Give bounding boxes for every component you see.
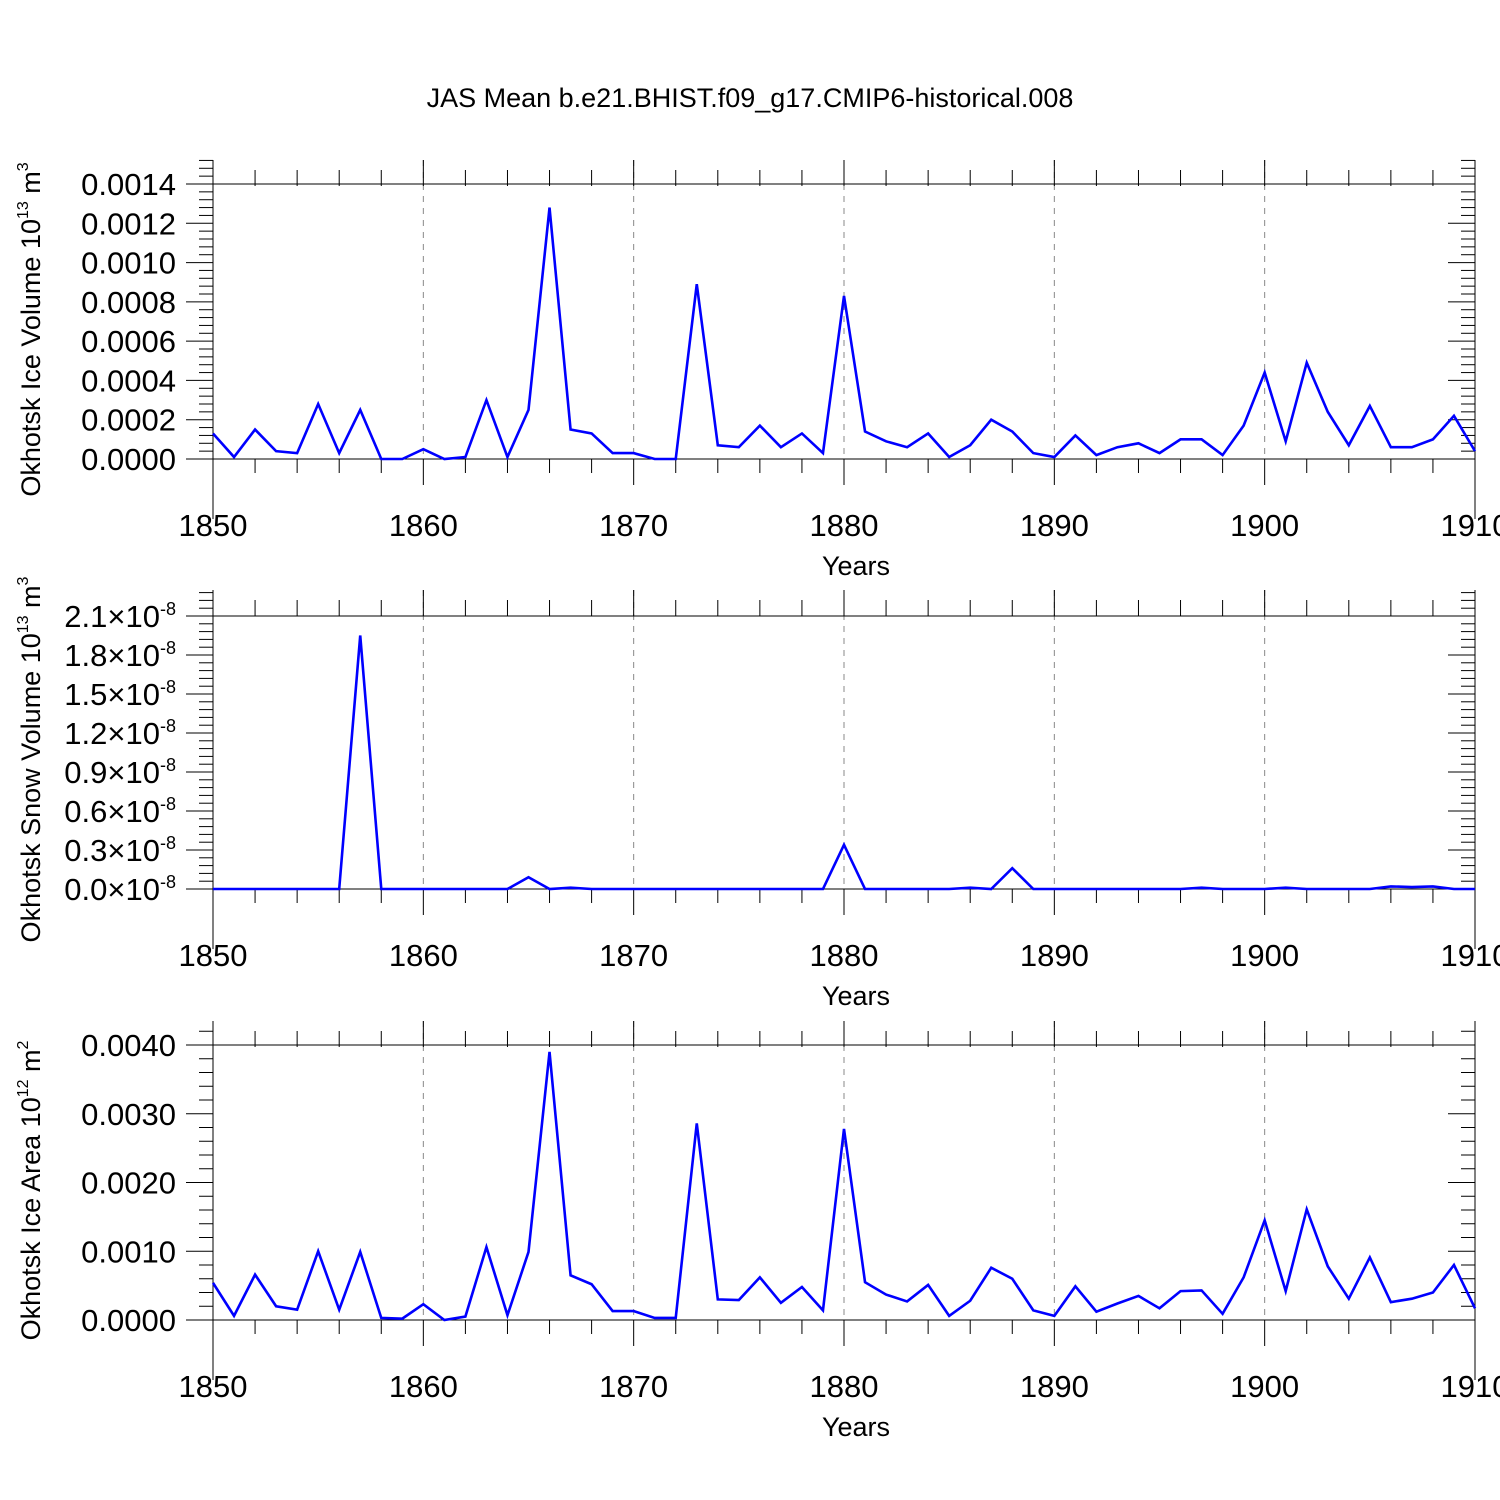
y-tick-label: 0.0014 [81, 167, 176, 202]
y-tick-label: 0.0010 [81, 1234, 176, 1269]
y-tick-label: 0.0008 [81, 285, 176, 320]
y-tick-label: 1.5×10-8 [64, 677, 176, 712]
x-tick-label: 1900 [1230, 508, 1299, 543]
y-tick-label: 0.0004 [81, 363, 176, 398]
x-tick-label: 1850 [179, 508, 248, 543]
chart-panel-1: 0.0000 0.0002 0.0004 0.0006 0.0008 0.0010 0.00… [15, 159, 1500, 581]
x-tick-label: 1890 [1020, 1369, 1089, 1404]
y-tick-label: 0.0×10-8 [64, 872, 176, 907]
chart-panel-3: 0.0000 0.0010 0.0020 0.0030 0.0040 1850 1860 18… [15, 1021, 1500, 1442]
y-tick-label: 2.1×10-8 [64, 599, 176, 634]
x-tick-label: 1870 [599, 508, 668, 543]
x-tick-label: 1880 [810, 508, 879, 543]
y-tick-label: 1.8×10-8 [64, 638, 176, 673]
x-tick-label: 1860 [389, 1369, 458, 1404]
x-tick-label: 1860 [389, 938, 458, 973]
y-axis-label: Okhotsk Ice Area 1012 m2 [15, 1040, 46, 1340]
y-tick-label: 0.3×10-8 [64, 833, 176, 868]
y-tick-label: 0.6×10-8 [64, 794, 176, 829]
x-tick-label: 1900 [1230, 1369, 1299, 1404]
x-tick-label: 1910 [1441, 508, 1500, 543]
y-tick-label: 0.0012 [81, 206, 176, 241]
x-axis-label: Years [822, 981, 890, 1011]
x-tick-label: 1850 [179, 938, 248, 973]
y-tick-label: 0.0040 [81, 1028, 176, 1063]
x-tick-label: 1850 [179, 1369, 248, 1404]
series-line [213, 635, 1475, 891]
x-tick-label: 1910 [1441, 938, 1500, 973]
x-tick-label: 1870 [599, 1369, 668, 1404]
y-tick-label: 0.0020 [81, 1166, 176, 1201]
x-tick-label: 1880 [810, 1369, 879, 1404]
series-line [212, 207, 1477, 461]
x-tick-label: 1890 [1020, 938, 1089, 973]
y-tick-label: 0.0030 [81, 1097, 176, 1132]
x-axis-label: Years [822, 551, 890, 581]
x-tick-label: 1910 [1441, 1369, 1500, 1404]
chart-title: JAS Mean b.e21.BHIST.f09_g17.CMIP6-histo… [427, 83, 1074, 113]
y-tick-label: 0.9×10-8 [64, 755, 176, 790]
y-tick-label: 0.0010 [81, 246, 176, 281]
y-tick-label: 0.0000 [81, 442, 176, 477]
x-tick-label: 1880 [810, 938, 879, 973]
y-tick-label: 0.0002 [81, 403, 176, 438]
series-line [211, 1051, 1477, 1322]
y-tick-label: 0.0006 [81, 324, 176, 359]
x-tick-label: 1890 [1020, 508, 1089, 543]
y-tick-label: 0.0000 [81, 1303, 176, 1338]
x-tick-label: 1870 [599, 938, 668, 973]
x-tick-label: 1900 [1230, 938, 1299, 973]
x-axis-label: Years [822, 1412, 890, 1442]
y-tick-label: 1.2×10-8 [64, 716, 176, 751]
y-axis-label: Okhotsk Ice Volume 1013 m3 [15, 162, 46, 496]
x-tick-label: 1860 [389, 508, 458, 543]
y-axis-label: Okhotsk Snow Volume 1013 m3 [15, 576, 46, 942]
chart-panel-2: 0.0×10-8 0.3×10-8 0.6×10-8 0.9×10-8 1.2×10-8… [15, 576, 1500, 1011]
